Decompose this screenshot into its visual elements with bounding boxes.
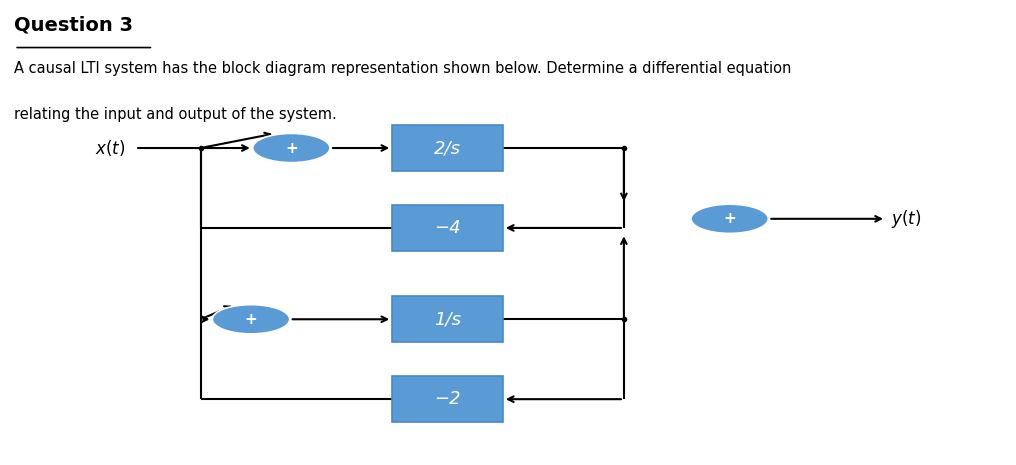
Text: −4: −4 <box>434 219 461 237</box>
Text: +: + <box>245 312 257 327</box>
Text: −2: −2 <box>434 390 461 408</box>
FancyBboxPatch shape <box>392 296 503 342</box>
Text: +: + <box>284 140 298 155</box>
Ellipse shape <box>691 204 768 233</box>
Text: 2/s: 2/s <box>434 139 461 157</box>
Text: relating the input and output of the system.: relating the input and output of the sys… <box>14 107 337 122</box>
Text: +: + <box>723 211 736 226</box>
Text: 1/s: 1/s <box>434 310 461 328</box>
Text: Question 3: Question 3 <box>14 16 133 34</box>
FancyBboxPatch shape <box>392 125 503 171</box>
FancyBboxPatch shape <box>392 376 503 422</box>
Text: $y(t)$: $y(t)$ <box>891 208 922 230</box>
Ellipse shape <box>253 133 330 163</box>
FancyBboxPatch shape <box>392 205 503 251</box>
Text: $x(t)$: $x(t)$ <box>94 138 125 158</box>
Text: A causal LTI system has the block diagram representation shown below. Determine : A causal LTI system has the block diagra… <box>14 61 791 76</box>
Ellipse shape <box>212 305 290 334</box>
